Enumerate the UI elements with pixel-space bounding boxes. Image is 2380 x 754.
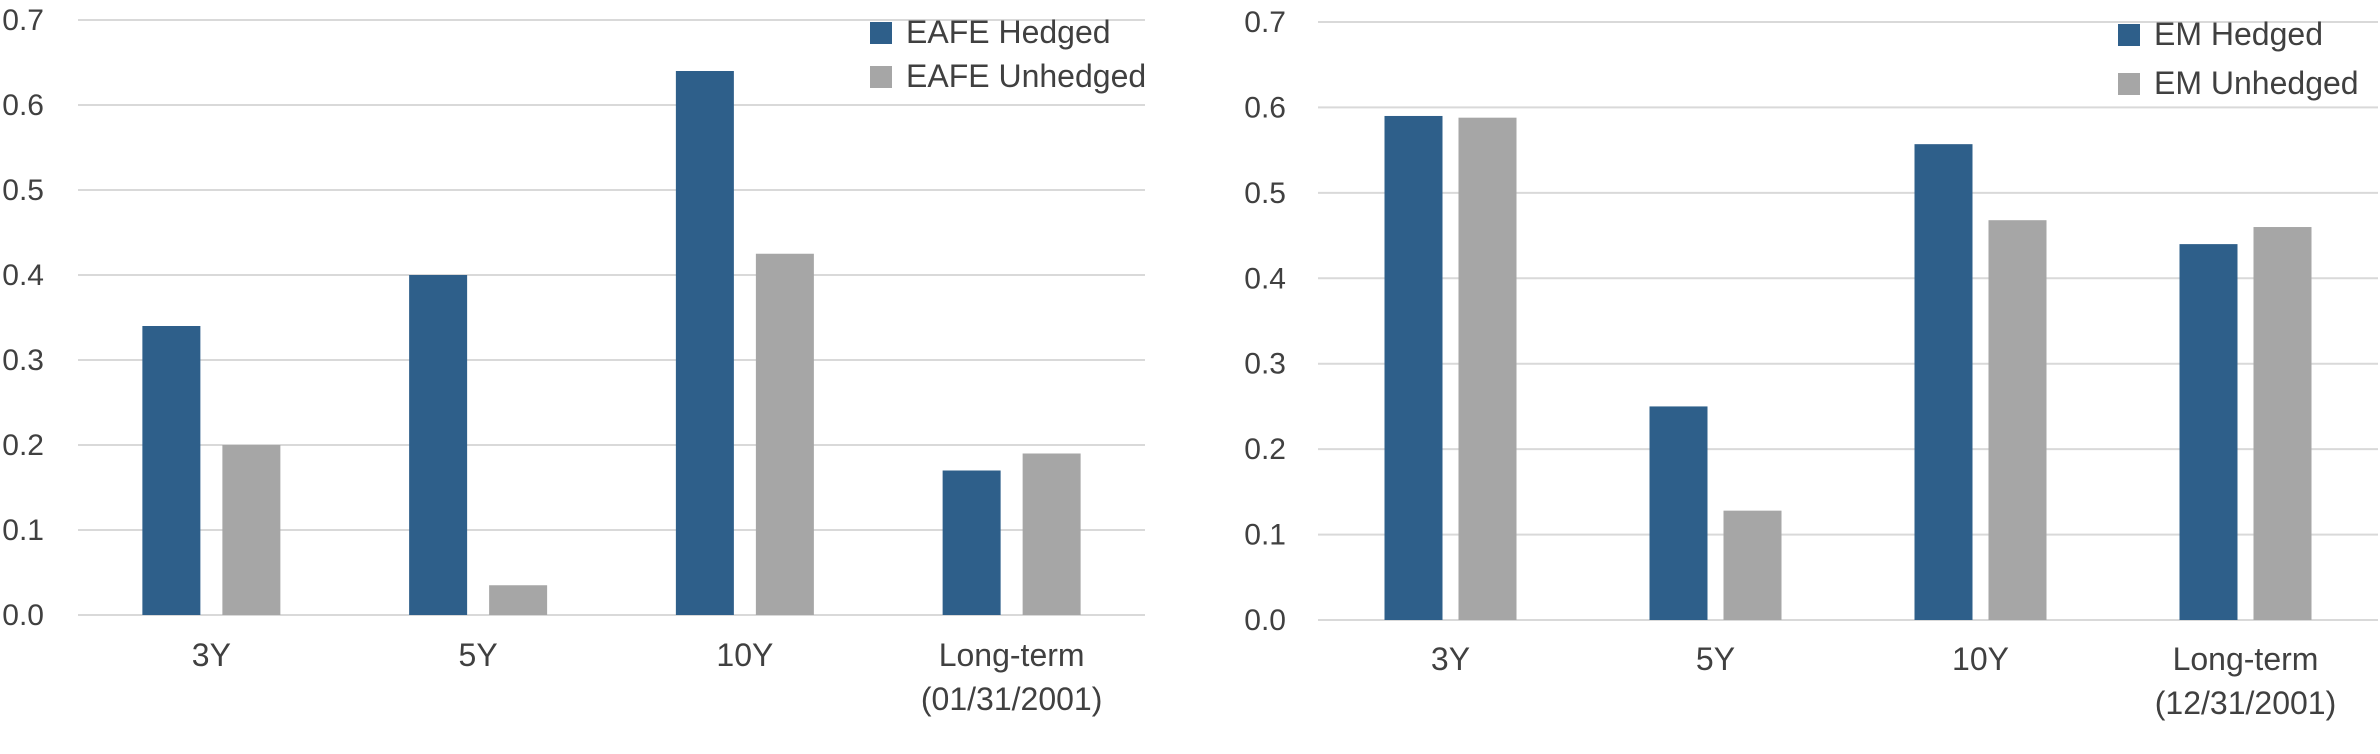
- y-tick-label: 0.4: [2, 259, 44, 292]
- y-tick-label: 0.2: [2, 429, 44, 462]
- bar-em-unhedged: [1723, 510, 1782, 620]
- y-tick-label: 0.1: [2, 514, 44, 547]
- bar-eafe-unhedged: [489, 585, 548, 615]
- bar-eafe-unhedged: [222, 445, 281, 615]
- bar-eafe-hedged: [142, 326, 201, 615]
- bar-em-unhedged: [2253, 227, 2312, 620]
- y-tick-label: 0.4: [1244, 262, 1286, 295]
- legend-label: EM Hedged: [2154, 16, 2323, 52]
- legend-swatch: [870, 66, 892, 88]
- x-category-label: 3Y: [192, 637, 231, 673]
- bar-eafe-unhedged: [1022, 453, 1081, 615]
- bar-em-hedged: [1914, 144, 1973, 621]
- legend-swatch: [2118, 24, 2140, 46]
- legend-swatch: [2118, 73, 2140, 95]
- legend-swatch: [870, 22, 892, 44]
- bar-em-unhedged: [1458, 117, 1517, 621]
- bar-em-hedged: [1384, 115, 1443, 620]
- x-category-label: (01/31/2001): [921, 681, 1102, 717]
- y-tick-label: 0.2: [1244, 433, 1286, 466]
- x-category-label: 5Y: [1696, 641, 1735, 677]
- legend-label: EAFE Unhedged: [906, 58, 1146, 94]
- x-category-label: 5Y: [459, 637, 498, 673]
- bar-eafe-hedged: [675, 71, 734, 615]
- x-category-label: 3Y: [1431, 641, 1470, 677]
- y-tick-label: 0.5: [1244, 177, 1286, 210]
- x-category-label: 10Y: [1952, 641, 2009, 677]
- y-tick-label: 0.7: [2, 4, 44, 37]
- y-tick-label: 0.0: [2, 599, 44, 632]
- x-category-label: Long-term: [2173, 641, 2319, 677]
- y-tick-label: 0.5: [2, 174, 44, 207]
- bar-eafe-hedged: [409, 275, 468, 615]
- bar-eafe-unhedged: [755, 253, 814, 615]
- bar-eafe-hedged: [942, 470, 1001, 615]
- y-tick-label: 0.6: [2, 89, 44, 122]
- x-category-label: 10Y: [716, 637, 773, 673]
- y-tick-label: 0.0: [1244, 604, 1286, 637]
- y-tick-label: 0.6: [1244, 91, 1286, 124]
- x-category-label: Long-term: [939, 637, 1085, 673]
- bar-em-unhedged: [1988, 220, 2047, 621]
- y-tick-label: 0.1: [1244, 519, 1286, 552]
- y-tick-label: 0.3: [2, 344, 44, 377]
- y-tick-label: 0.3: [1244, 348, 1286, 381]
- x-category-label: (12/31/2001): [2155, 685, 2336, 721]
- legend-label: EM Unhedged: [2154, 65, 2359, 101]
- y-tick-label: 0.7: [1244, 6, 1286, 39]
- eafe-chart: 0.0 0.1 0.2 0.3 0.4 0.5 0.6 0.7 3Y 5Y 10Y Long-term…: [2, 4, 1146, 717]
- bar-em-hedged: [2179, 244, 2238, 620]
- legend-label: EAFE Hedged: [906, 14, 1111, 50]
- bar-em-hedged: [1649, 406, 1708, 620]
- em-chart: 0.0 0.1 0.2 0.3 0.4 0.5 0.6 0.7 3Y 5Y 10Y Long-term…: [1244, 6, 2378, 721]
